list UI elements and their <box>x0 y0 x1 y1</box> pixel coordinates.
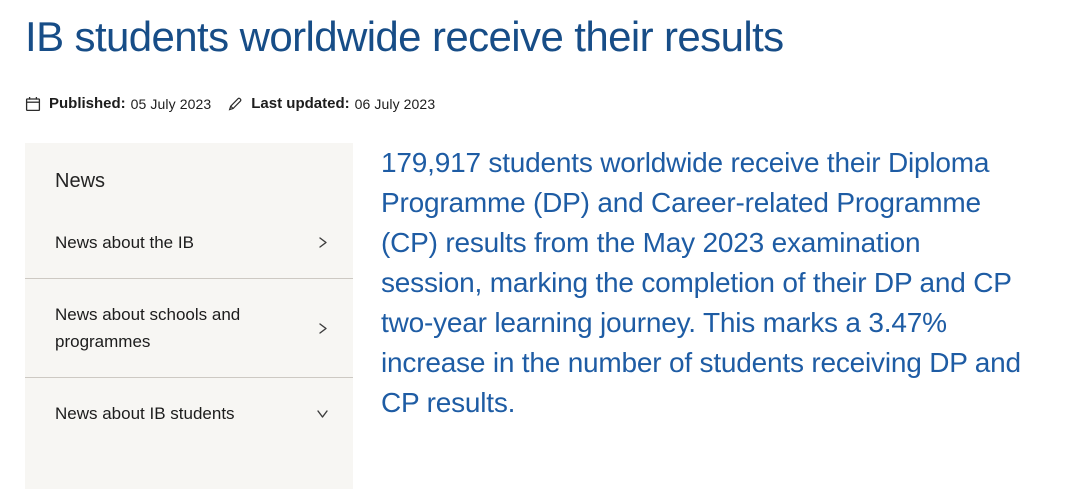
pencil-icon <box>227 96 243 112</box>
calendar-icon <box>25 96 41 112</box>
sidebar-item-label: News about the IB <box>55 233 194 252</box>
updated-label: Last updated: <box>251 95 350 112</box>
sidebar-heading: News <box>55 170 106 192</box>
updated-date: 06 July 2023 <box>354 95 436 112</box>
sidebar-item-label: News about schools and programmes <box>55 305 241 351</box>
news-sidebar: News News about the IB News about school… <box>25 143 353 489</box>
chevron-right-icon <box>316 236 329 249</box>
article-body: 179,917 students worldwide receive their… <box>353 143 1080 489</box>
updated-meta: Last updated: 06 July 2023 <box>227 95 435 112</box>
published-meta: Published: 05 July 2023 <box>25 95 211 112</box>
sidebar-item-news-about-schools-and-programmes[interactable]: News about schools and programmes <box>25 279 353 377</box>
published-date: 05 July 2023 <box>130 95 212 112</box>
published-label: Published: <box>49 95 126 112</box>
lead-paragraph: 179,917 students worldwide receive their… <box>381 147 1021 418</box>
sidebar-divider <box>25 377 353 378</box>
sidebar-item-news-about-the-ib[interactable]: News about the IB <box>25 207 353 278</box>
sidebar-item-label: News about IB students <box>55 404 235 423</box>
article-page: IB students worldwide receive their resu… <box>25 13 1080 489</box>
sidebar-item-news-about-ib-students[interactable]: News about IB students <box>25 378 353 449</box>
content-area: News News about the IB News about school… <box>25 143 1080 489</box>
sidebar-divider <box>25 278 353 279</box>
chevron-right-icon <box>316 322 329 335</box>
article-meta: Published: 05 July 2023 Last updated: 06… <box>25 95 1080 112</box>
page-title: IB students worldwide receive their resu… <box>25 13 784 60</box>
chevron-down-icon <box>316 407 329 420</box>
